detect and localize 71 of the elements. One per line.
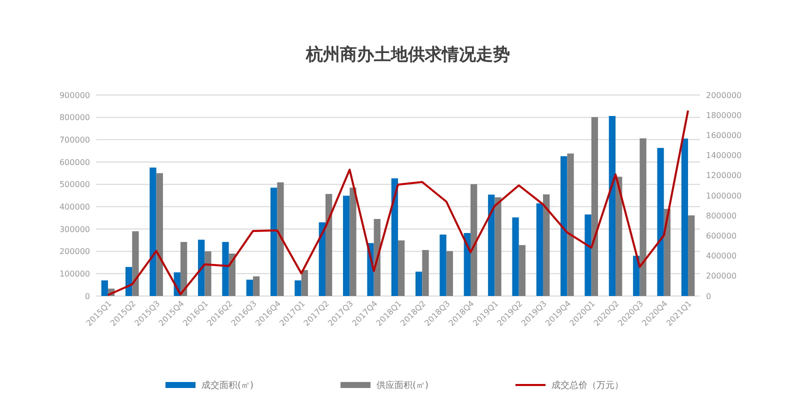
- bar: [132, 231, 139, 296]
- bar: [222, 242, 229, 296]
- y-tick-label: 200000: [59, 247, 90, 256]
- bar: [156, 173, 163, 296]
- legend-label: 供应面积(㎡): [376, 380, 429, 392]
- bar: [150, 168, 156, 296]
- bar: [252, 276, 260, 296]
- bar: [543, 194, 550, 296]
- bar: [591, 117, 598, 296]
- y2-tick-label: 1000000: [706, 191, 742, 200]
- chart-title: 杭州商办土地供求情况走势: [305, 45, 510, 65]
- bar: [294, 280, 302, 296]
- bar: [536, 203, 544, 296]
- y-tick-label: 100000: [59, 269, 90, 278]
- bar: [198, 240, 205, 296]
- legend-label: 成交面积(㎡): [202, 380, 254, 392]
- bar: [688, 215, 695, 296]
- bar: [567, 154, 574, 296]
- y2-tick-label: 2000000: [706, 90, 742, 100]
- y2-tick-label: 1600000: [706, 131, 742, 140]
- bar: [398, 240, 405, 296]
- bar: [422, 250, 429, 296]
- bar: [204, 251, 212, 296]
- y-tick-label: 0: [84, 292, 90, 301]
- bar: [470, 184, 478, 296]
- y-tick-label: 600000: [59, 158, 90, 167]
- y2-tick-label: 1400000: [706, 151, 742, 160]
- y-tick-label: 500000: [59, 180, 90, 190]
- bar: [391, 178, 398, 296]
- bar: [101, 280, 108, 296]
- y2-tick-label: 800000: [706, 211, 737, 220]
- bar: [608, 116, 616, 296]
- y-tick-label: 800000: [59, 113, 90, 122]
- y2-tick-label: 600000: [706, 232, 737, 240]
- y-tick-label: 900000: [59, 90, 90, 100]
- bar: [440, 234, 446, 296]
- bar: [343, 196, 350, 296]
- y-tick-label: 300000: [59, 224, 90, 234]
- bar: [518, 245, 526, 296]
- bar: [681, 138, 688, 296]
- bar: [446, 251, 453, 296]
- bar: [416, 272, 422, 296]
- bar: [270, 188, 278, 296]
- bar: [350, 188, 356, 296]
- bar: [125, 266, 132, 296]
- bar: [301, 270, 308, 296]
- legend-label: 成交总价（万元）: [552, 380, 624, 392]
- bar: [180, 242, 188, 296]
- y-tick-label: 400000: [59, 202, 90, 212]
- bar: [464, 233, 471, 296]
- bar: [657, 148, 664, 296]
- line-series: [106, 110, 690, 296]
- y2-tick-label: 200000: [706, 272, 737, 281]
- y2-tick-label: 1800000: [706, 110, 742, 120]
- bar: [325, 194, 332, 296]
- bar: [633, 256, 640, 296]
- bar: [277, 182, 284, 296]
- bar: [640, 138, 646, 296]
- y2-tick-label: 1200000: [706, 171, 742, 180]
- bar: [616, 176, 622, 296]
- y2-tick-label: 0: [706, 292, 712, 301]
- y2-tick-label: 400000: [706, 252, 737, 261]
- bar: [246, 280, 253, 296]
- bar: [228, 254, 236, 296]
- bar: [488, 194, 495, 296]
- bar: [512, 217, 519, 296]
- y-tick-label: 700000: [59, 135, 90, 144]
- bar: [560, 156, 568, 296]
- bar: [584, 214, 592, 296]
- bar: [494, 197, 502, 296]
- bar: [318, 222, 326, 296]
